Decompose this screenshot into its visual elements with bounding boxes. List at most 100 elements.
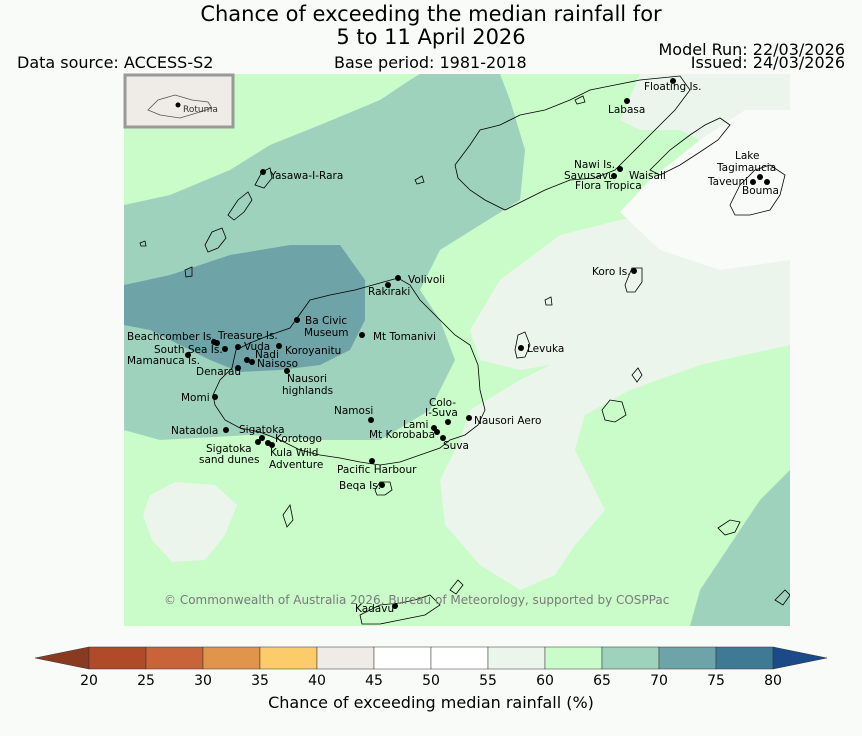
colorbar-segment [487,646,546,670]
colorbar-segment [544,646,603,670]
colorbar-segment [715,646,774,670]
zone-45-55 [620,110,790,270]
coastline-koro [624,267,643,293]
place-label: Yasawa-I-Rara [269,170,343,182]
coastline-islet-9 [139,240,147,247]
coastline-qamea [649,117,731,176]
coastline-islet-5 [774,589,790,606]
colorbar-segment [658,646,717,670]
colorbar-tick-label: 45 [365,673,383,689]
place-label: Koroyanitu [285,345,341,357]
place-label: Beachcomber Is. [127,331,215,343]
place-label: Lami [403,419,428,431]
colorbar-tick-label: 70 [650,673,668,689]
place-label: Kadavu [355,603,394,615]
place-label: Levuka [527,343,564,355]
colorbar-overflow-triangle [772,646,828,670]
place-label: Beqa Is. [339,480,381,492]
issued-label: Issued: 24/03/2026 [690,53,845,72]
place-label: Nawi Is. [574,159,615,171]
place-label: Rakiraki [368,286,410,298]
map-title-line2: 5 to 11 April 2026 [336,25,526,49]
colorbar-segment [202,646,261,670]
place-label: Waisali [629,170,666,182]
place-label: Momi [181,392,210,404]
rotuma-label: Rotuma [183,105,218,115]
place-label: Adventure [269,459,323,471]
colorbar-segment [373,646,432,670]
coastline-yasawa-2 [227,191,253,221]
place-label: Volivoli [408,274,445,286]
coastline-islet-1 [631,367,643,383]
place-label: Koro Is. [592,266,631,278]
probability-shading [124,74,790,626]
colorbar-tick-label: 55 [479,673,497,689]
coastline-yasawa-3 [254,167,273,189]
colorbar-segment [430,646,489,670]
place-label: Lake [735,150,759,162]
coastline-beqa [374,481,393,496]
place-label: Tagimaucia [716,162,776,174]
place-markers [185,78,770,609]
colorbar-tick-label: 35 [251,673,269,689]
place-label: Labasa [608,104,645,116]
colorbar-title: Chance of exceeding median rainfall (%) [268,693,594,712]
colorbar-segment [601,646,660,670]
colorbar-underflow-triangle [34,646,90,670]
place-label: sand dunes [199,454,259,466]
coastline-islet-7 [184,266,193,278]
place-label: Mt Korobaba [369,429,435,441]
place-label: Nadi [255,349,279,361]
place-label: South Sea Is. [154,344,223,356]
place-label: Suva [443,440,469,452]
model-run-label: Model Run: 22/03/2026 [658,40,846,59]
colorbar-tick-label: 60 [536,673,554,689]
place-label: Nausori [287,373,327,385]
coastline-gau [601,399,627,423]
coastline-islet-3 [282,504,294,528]
place-label: Korotogo [275,433,322,445]
coastline-islet-2 [717,519,741,536]
colorbar-segment [259,646,318,670]
colorbar-tick-label: 30 [194,673,212,689]
colorbar-segment [88,646,147,670]
place-label: Naisoso [257,358,298,370]
zone-65-70-southeast [690,470,790,626]
coastline-islet-8 [544,296,553,306]
colorbar-segment [316,646,375,670]
place-label: Colo- [429,397,456,409]
place-label: Namosi [334,405,373,417]
colorbar-segment [145,646,204,670]
place-label: Sigatoka [239,424,285,436]
place-label: Mt Tomanivi [373,331,436,343]
place-label: Savusavu [564,170,615,182]
rotuma-inset: Rotuma [123,73,235,129]
place-label: I-Suva [425,407,458,419]
place-label: highlands [282,385,333,397]
place-label: Treasure Is. [217,330,278,342]
colorbar-tick-label: 80 [764,673,782,689]
place-label: Nausori Aero [474,415,541,427]
coastline-yasawa-1 [204,227,227,253]
zone-70-75 [124,245,365,372]
place-label: Kula Wild [270,447,318,459]
base-period-label: Base period: 1981-2018 [334,53,527,72]
zone-55-60-southwest [143,482,237,562]
map-title-line1: Chance of exceeding the median rainfall … [200,2,662,26]
place-label: Mamanuca Is. [127,355,200,367]
place-label: Floating Is. [644,81,701,93]
colorbar-tick-label: 75 [707,673,725,689]
place-label: Flora Tropica [575,180,642,192]
place-label: Taveuni [707,176,748,188]
coastline-viti-levu [212,277,486,466]
place-label: Sigatoka [206,443,252,455]
data-source-label: Data source: ACCESS-S2 [17,53,214,72]
coastline-islet-4 [449,579,464,595]
colorbar-tick-label: 50 [422,673,440,689]
place-label: Vuda [244,341,270,353]
place-label: Bouma [742,185,779,197]
coastline-vanua-levu [454,75,691,211]
place-label: Denarau [196,366,241,378]
coastline-islet-10 [574,95,586,105]
